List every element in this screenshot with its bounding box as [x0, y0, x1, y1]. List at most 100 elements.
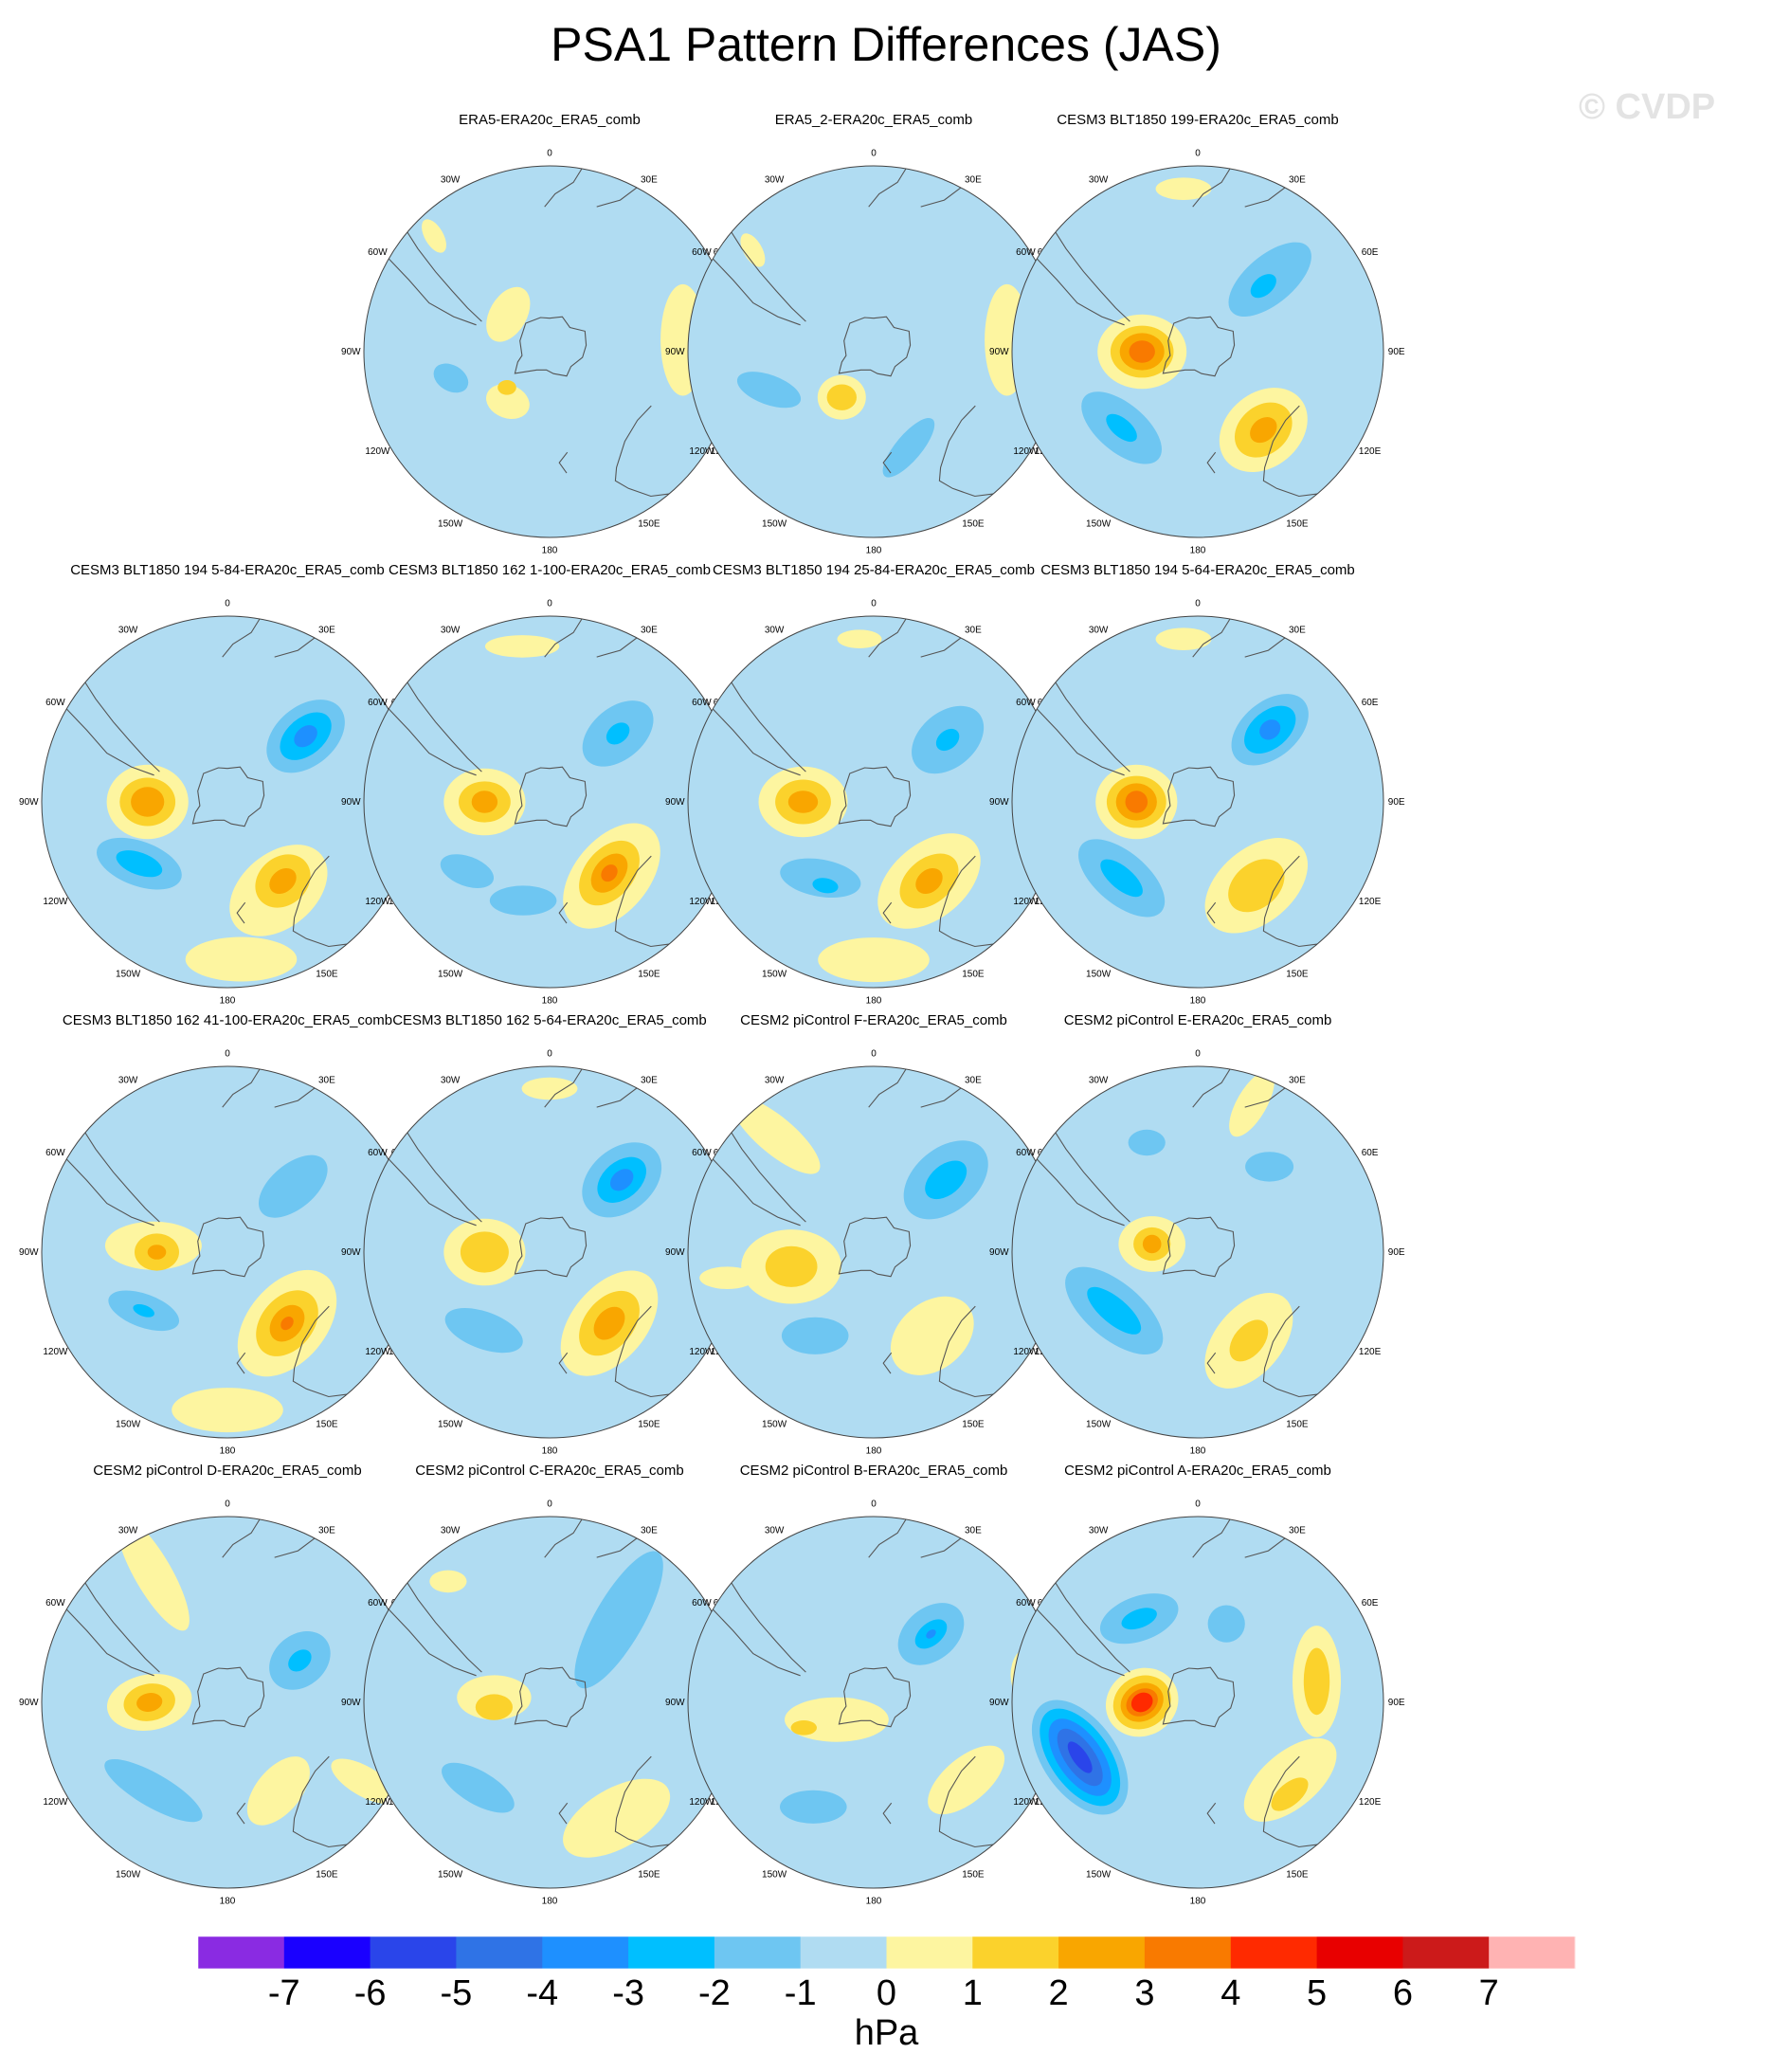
longitude-label: 60E — [1362, 1598, 1379, 1609]
longitude-label: 30W — [765, 1075, 785, 1085]
positive-anomaly — [765, 1245, 818, 1287]
longitude-label: 120W — [1013, 897, 1039, 907]
map-panel: CESM3 BLT1850 162 41-100-ERA20c_ERA5_com… — [19, 1012, 436, 1463]
colorbar-frame — [197, 1936, 1576, 1970]
positive-anomaly — [460, 1231, 509, 1273]
negative-anomaly — [925, 1160, 967, 1200]
positive-anomaly — [1229, 1070, 1275, 1137]
colorbar-tick-label: 0 — [877, 1973, 896, 2013]
positive-anomaly — [475, 1694, 513, 1720]
longitude-label: 120W — [43, 1797, 68, 1808]
colorbar-tick-label: -6 — [354, 1973, 387, 2013]
negative-anomaly — [1245, 1152, 1294, 1182]
longitude-label: 180 — [866, 1446, 882, 1457]
coastline — [292, 1755, 348, 1848]
positive-anomaly — [1250, 417, 1277, 444]
positive-anomaly — [1229, 1319, 1269, 1362]
coastline — [938, 405, 994, 498]
longitude-label: 30W — [1089, 174, 1109, 185]
longitude-label: 150E — [962, 1870, 985, 1881]
colorbar-segment — [456, 1936, 543, 1969]
negative-anomaly — [433, 363, 469, 393]
coastline-antarctica — [1162, 316, 1236, 377]
coastline — [236, 1352, 246, 1374]
coastline — [274, 637, 316, 658]
coastline-antarctica — [838, 316, 912, 377]
longitude-label: 30E — [1289, 1525, 1306, 1536]
longitude-label: 60E — [1362, 247, 1379, 258]
map-outline — [1011, 165, 1384, 538]
longitude-label: 60W — [1016, 1148, 1036, 1158]
longitude-label: 120W — [689, 446, 714, 457]
colorbar-tick-label: -3 — [612, 1973, 644, 2013]
longitude-label: 60E — [1362, 698, 1379, 708]
colorbar-tick-label: 3 — [1134, 1973, 1154, 2013]
longitude-label: 30W — [441, 1525, 461, 1536]
coastline — [1055, 1582, 1130, 1673]
coastline — [882, 901, 893, 924]
coastline — [1192, 1068, 1231, 1108]
coastline — [1192, 1518, 1231, 1558]
longitude-label: 180 — [542, 996, 558, 1007]
coastline — [558, 1352, 569, 1374]
map-panel: CESM3 BLT1850 162 1-100-ERA20c_ERA5_comb… — [341, 562, 758, 1012]
coastline — [938, 1755, 994, 1848]
positive-anomaly — [837, 629, 882, 648]
coastline — [1036, 1609, 1125, 1677]
coastline — [1036, 1158, 1125, 1227]
negative-anomaly — [574, 1551, 663, 1689]
panel-title: CESM2 piControl A-ERA20c_ERA5_comb — [1064, 1463, 1331, 1479]
longitude-label: 60W — [45, 1148, 65, 1158]
colorbar-segment — [628, 1936, 715, 1969]
coastline-antarctica — [1162, 1216, 1236, 1278]
longitude-label: 150W — [1086, 1420, 1112, 1430]
negative-anomaly — [104, 1758, 203, 1823]
coastline-antarctica — [191, 766, 265, 827]
negative-anomaly — [288, 1649, 312, 1672]
coastline — [712, 708, 801, 776]
longitude-label: 30E — [1289, 625, 1306, 635]
map-outline — [1011, 615, 1384, 989]
coastline — [65, 1158, 154, 1227]
panel-title: CESM3 BLT1850 162 41-100-ERA20c_ERA5_com… — [62, 1012, 393, 1028]
longitude-label: 120E — [1359, 1797, 1382, 1808]
coastline — [65, 708, 154, 776]
longitude-label: 90W — [989, 797, 1009, 808]
longitude-label: 30W — [118, 1075, 138, 1085]
longitude-label: 60W — [692, 1598, 712, 1609]
colorbar-tick-label: -1 — [785, 1973, 817, 2013]
panel-title: CESM3 BLT1850 199-ERA20c_ERA5_comb — [1057, 112, 1339, 128]
longitude-label: 180 — [866, 1897, 882, 1907]
positive-anomaly — [1155, 177, 1212, 200]
longitude-label: 90W — [665, 1247, 685, 1258]
negative-anomaly — [1128, 1129, 1166, 1156]
longitude-label: 150E — [638, 1420, 660, 1430]
positive-anomaly — [740, 233, 766, 267]
coastline — [868, 168, 907, 208]
background-field — [1012, 1066, 1383, 1438]
colorbar-segment — [972, 1936, 1059, 1969]
longitude-label: 90W — [989, 347, 1009, 357]
coastline — [868, 1068, 907, 1108]
longitude-label: 30E — [318, 1075, 335, 1085]
longitude-label: 150W — [438, 1420, 463, 1430]
longitude-label: 150W — [762, 1870, 787, 1881]
coastline — [938, 855, 994, 948]
coastline — [868, 1518, 907, 1558]
polar-map: 0 30E 60E 90E 120E 150E 180 150W 120W 90W 60W 30W — [989, 598, 1405, 1006]
longitude-label: 0 — [871, 1048, 877, 1059]
coastline — [868, 618, 907, 658]
polar-map: 0 30E 60E 90E 120E 150E 180 150W 120W 90W 60W 30W — [989, 148, 1405, 555]
negative-anomaly — [780, 858, 861, 899]
polar-map: 0 30E 60E 90E 120E 150E 180 150W 120W 90W 60W 30W — [989, 1499, 1405, 1906]
map-panel: ERA5_2-ERA20c_ERA5_comb030E60E90E120E150… — [665, 112, 1082, 562]
longitude-label: 0 — [547, 1048, 552, 1059]
positive-anomaly — [484, 635, 560, 658]
longitude-label: 60W — [45, 1598, 65, 1609]
positive-anomaly — [147, 1245, 167, 1260]
longitude-label: 150E — [638, 519, 660, 530]
longitude-label: 30E — [641, 174, 658, 185]
background-field — [688, 166, 1059, 537]
coastline — [596, 187, 638, 208]
longitude-label: 30E — [641, 1525, 658, 1536]
